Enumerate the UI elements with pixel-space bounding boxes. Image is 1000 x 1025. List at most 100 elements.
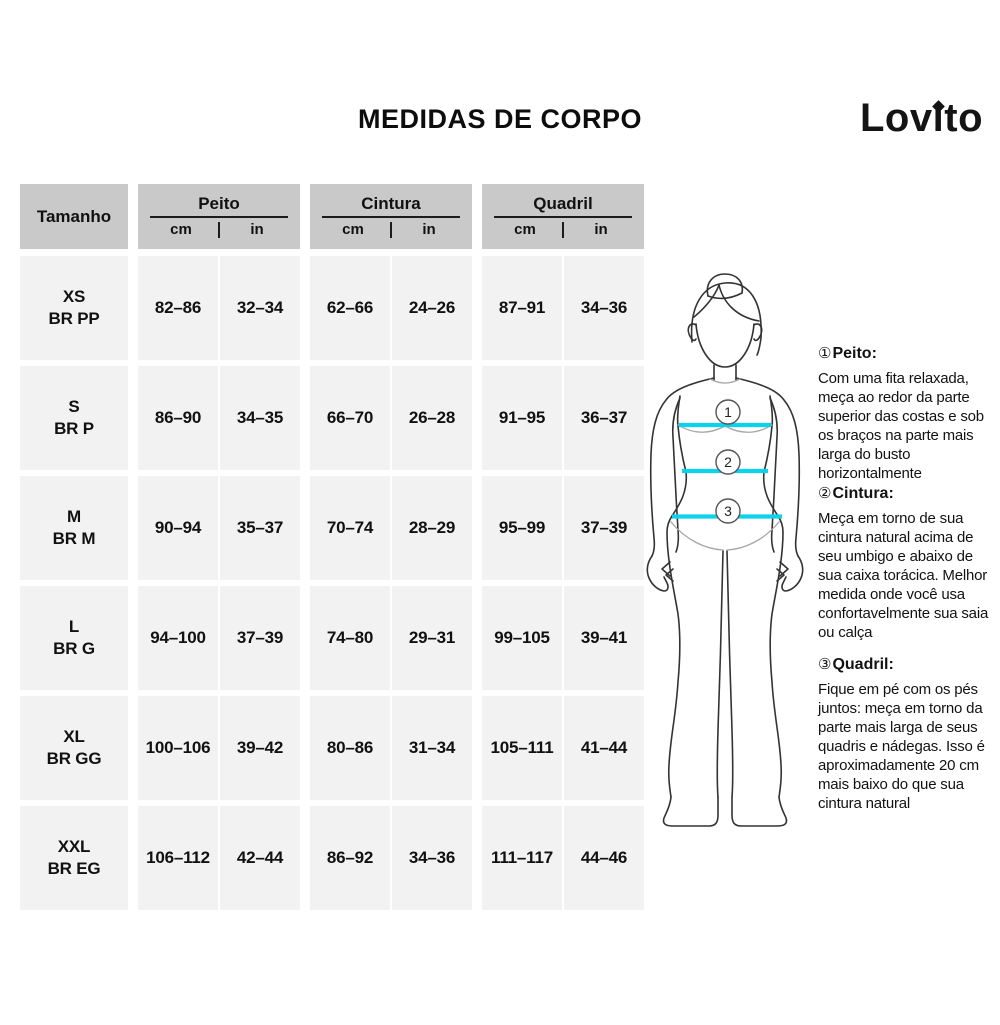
cell-quadril-in: 36–37 [564,366,644,470]
instruction-peito: ①Peito: Com uma fita relaxada, meça ao r… [818,344,1000,483]
br-size-label: BR PP [48,309,100,328]
instruction-quadril-text: Fique em pé com os pés juntos: meça em t… [818,681,985,812]
instruction-cintura: ②Cintura: Meça em torno de sua cintura n… [818,484,1000,642]
size-label: M [67,506,81,526]
foot-left [662,796,719,827]
header-group-cintura: Cintura cm in [310,184,472,249]
group-label-quadril: Quadril [533,194,593,213]
cell-cintura-in: 26–28 [392,366,472,470]
hand-left [646,555,669,592]
header-group-quadril: Quadril cm in [482,184,644,249]
cell-quadril-cm: 111–117 [482,806,562,910]
size-label: L [68,616,80,636]
ear-left [687,323,697,342]
cell-quadril-cm: 99–105 [482,586,562,690]
cell-cintura-in: 24–26 [392,256,472,360]
leg-inner-left [716,550,724,798]
size-label: XXL [57,836,91,856]
cell-quadril-cm: 105–111 [482,696,562,800]
cell-peito-in: 32–34 [220,256,300,360]
brand-logo: Lov ıto [860,96,983,141]
table-header-row: Tamanho Peito cm in Cintura cm in [20,184,644,249]
cell-peito-cm: 90–94 [138,476,218,580]
body-figure: 1 2 3 [646,273,804,827]
cell-peito-cm: 86–90 [138,366,218,470]
circled-2-icon: ② [818,485,832,502]
table-row-s: S BR P 86–90 34–35 66–70 26–28 91–95 36–… [20,366,644,470]
cell-cintura-in: 34–36 [392,806,472,910]
circled-3-icon: ③ [818,656,832,673]
torso-side-right [762,395,779,517]
instruction-peito-heading: ①Peito: [818,344,1000,363]
cell-cintura-cm: 66–70 [310,366,390,470]
instruction-quadril-label: Quadril: [832,656,894,673]
table-row-xs: XS BR PP 82–86 32–34 62–66 24–26 87–91 3… [20,256,644,360]
unit-divider [390,221,392,238]
group-label-peito: Peito [198,194,240,213]
unit-divider [218,221,220,238]
cell-quadril-cm: 87–91 [482,256,562,360]
unit-cm-label: cm [514,221,536,238]
collar-line [709,378,741,384]
leg-outer-right [769,515,784,798]
waist-marker-number: 2 [724,454,732,470]
cell-quadril-cm: 95–99 [482,476,562,580]
size-label: S [68,396,80,416]
br-size-label: BR P [54,419,94,438]
circled-1-icon: ① [818,345,832,362]
cell-peito-in: 34–35 [220,366,300,470]
header-tamanho: Tamanho [20,184,128,249]
instruction-peito-label: Peito: [832,345,877,362]
leg-outer-left [666,515,681,798]
brand-text-pre: Lov [860,96,933,140]
cell-quadril-in: 37–39 [564,476,644,580]
cell-quadril-in: 44–46 [564,806,644,910]
cell-peito-in: 35–37 [220,476,300,580]
chest-marker-number: 1 [724,404,732,420]
shoulder-arm-left [649,377,715,557]
br-size-label: BR G [53,639,95,658]
instruction-cintura-label: Cintura: [832,485,894,502]
size-cell: XXL BR EG [20,806,128,910]
arm-inner-left [671,397,681,553]
header-divider [322,216,460,218]
face-outline [695,323,755,368]
brand-letter-i-body: ı [932,96,945,140]
size-cell: S BR P [20,366,128,470]
header-divider [494,216,632,218]
size-cell: XS BR PP [20,256,128,360]
table-row-m: M BR M 90–94 35–37 70–74 28–29 95–99 37–… [20,476,644,580]
table-row-xl: XL BR GG 100–106 39–42 80–86 31–34 105–1… [20,696,644,800]
br-size-label: BR GG [46,749,102,768]
group-label-cintura: Cintura [361,194,421,213]
page-title: MEDIDAS DE CORPO [357,104,643,134]
instruction-cintura-heading: ②Cintura: [818,484,1000,503]
unit-in-label: in [422,221,436,238]
bikini-line-left [670,521,724,551]
header-divider [150,216,288,218]
cell-peito-cm: 94–100 [138,586,218,690]
leg-inner-right [726,550,734,798]
table-row-l: L BR G 94–100 37–39 74–80 29–31 99–105 3… [20,586,644,690]
unit-in-label: in [250,221,264,238]
cell-peito-in: 37–39 [220,586,300,690]
cell-cintura-cm: 80–86 [310,696,390,800]
hair-parting-right [718,284,760,322]
cell-cintura-cm: 74–80 [310,586,390,690]
cell-cintura-cm: 62–66 [310,256,390,360]
size-cell: L BR G [20,586,128,690]
unit-cm-label: cm [342,221,364,238]
waist-marker-circle [715,449,741,475]
size-label: XS [62,286,86,306]
chest-marker-circle [715,399,741,425]
instruction-peito-text: Com uma fita relaxada, meça ao redor da … [818,370,984,482]
cell-cintura-cm: 86–92 [310,806,390,910]
size-cell: XL BR GG [20,696,128,800]
shoulder-arm-right [735,377,801,557]
cell-peito-in: 42–44 [220,806,300,910]
size-table: Tamanho Peito cm in Cintura cm in [20,184,644,916]
hip-marker-circle [715,498,741,524]
cell-peito-cm: 82–86 [138,256,218,360]
foot-right [731,796,788,827]
instruction-quadril-heading: ③Quadril: [818,655,1000,674]
